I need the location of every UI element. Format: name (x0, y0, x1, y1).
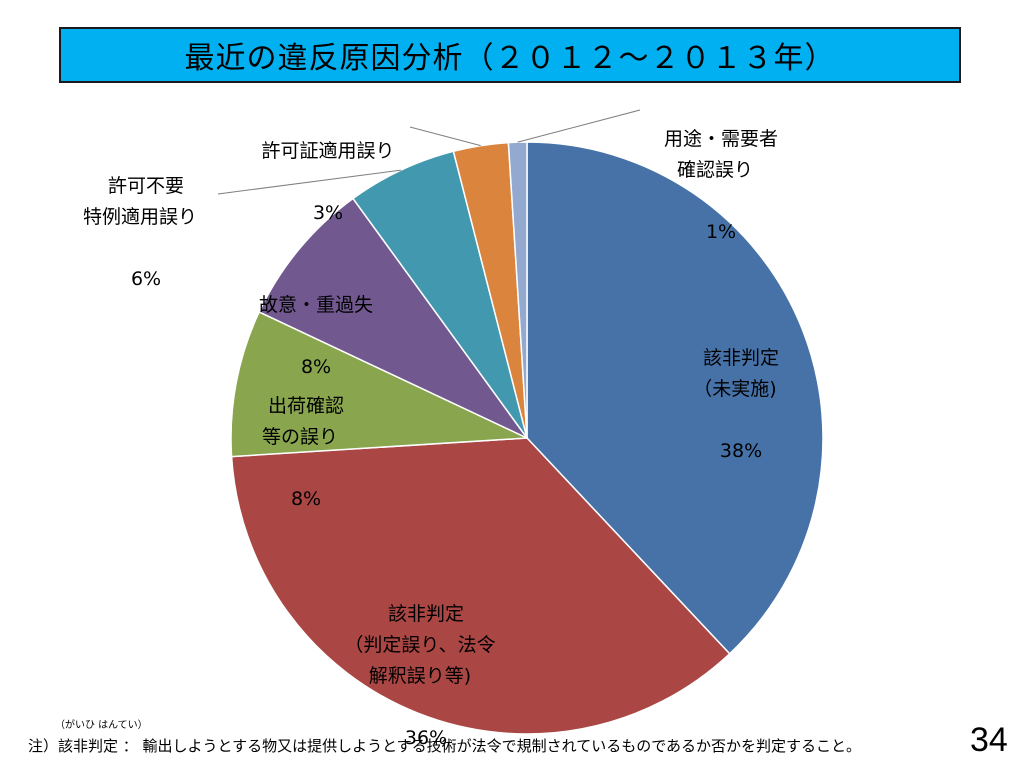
leader-lines (217, 109, 641, 195)
slice-value-label: 3% (312, 202, 344, 224)
slice-label-shukka-kakunin: 出荷確認 等の誤り 8% (230, 360, 370, 515)
slice-value-label: 1% (705, 221, 737, 243)
slice-label-text: 出荷確認 等の誤り (261, 395, 345, 448)
slice-label-koi-jukashitsu: 故意・重過失 8% (220, 259, 400, 383)
pie-slice-3 (258, 197, 528, 439)
footnote-text: 注）該非判定 ： 輸出しようとする物又は提供しようとする技術が法令で規制されてい… (28, 737, 862, 755)
slice-label-gaihi-mijisshi: 該非判定 （未実施) 38% (640, 312, 830, 467)
slice-label-gaihi-hantei-ayamari: 該非判定 （判定誤り、法令 解釈誤り等) 36% (310, 568, 530, 754)
title-box: 最近の違反原因分析（２０１２～２０１３年） (59, 27, 961, 83)
slice-label-kyoka-fuyo: 許可不要 特例適用誤り 6% (50, 140, 230, 295)
slice-label-yoto-juyosha: 用途・需要者 確認誤り 1% (625, 93, 805, 248)
leader-line-4 (217, 169, 402, 195)
slice-value-label: 8% (300, 356, 332, 378)
slice-label-text: 該非判定 （未実施) (693, 347, 780, 400)
slice-label-text: 許可不要 特例適用誤り (82, 175, 197, 228)
slice-value-label: 8% (290, 488, 322, 510)
slice-label-text: 該非判定 （判定誤り、法令 解釈誤り等) (344, 603, 496, 687)
page-title: 最近の違反原因分析（２０１２～２０１３年） (184, 41, 836, 76)
slice-value-label: 36% (404, 727, 448, 749)
footnote-furigana: （がいひ はんてい） (55, 720, 148, 731)
page-number: 34 (970, 721, 1008, 759)
pie-slice-1 (230, 437, 731, 735)
slice-label-text: 用途・需要者 確認誤り (664, 128, 779, 181)
pie-slice-0 (526, 141, 824, 655)
slice-value-label: 6% (130, 268, 162, 290)
slice-label-kyokasho: 許可証適用誤り 3% (222, 105, 422, 229)
slice-label-text: 故意・重過失 (259, 294, 374, 316)
slice-value-label: 38% (719, 440, 763, 462)
slice-label-text: 許可証適用誤り (261, 140, 395, 162)
leader-line-6 (517, 109, 641, 143)
pie-slices (230, 141, 824, 735)
pie-slice-2 (230, 310, 528, 458)
leader-line-5 (409, 126, 481, 147)
